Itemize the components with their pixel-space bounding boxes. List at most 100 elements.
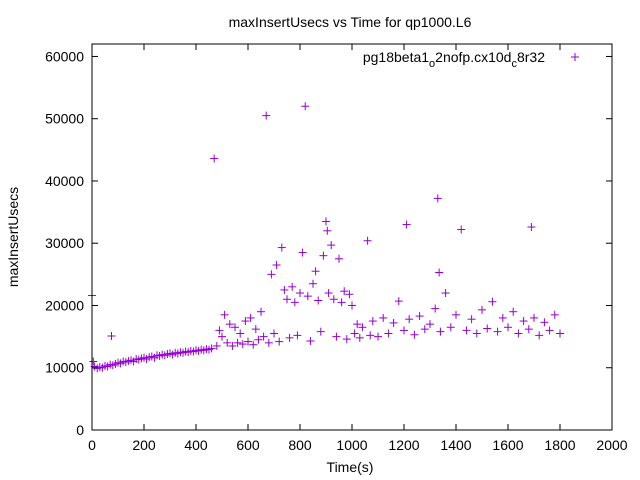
data-point <box>358 323 367 332</box>
data-point <box>550 310 559 319</box>
data-point <box>283 295 291 304</box>
data-point <box>332 332 341 341</box>
data-point <box>280 285 289 294</box>
data-point <box>319 251 328 260</box>
data-point <box>488 297 497 306</box>
legend-marker-plus <box>571 53 579 61</box>
data-point <box>431 304 440 313</box>
data-point <box>249 340 258 349</box>
x-tick-label: 1000 <box>336 437 367 453</box>
data-point <box>329 295 338 304</box>
x-tick-label: 400 <box>184 437 208 453</box>
data-point <box>452 310 460 319</box>
y-tick-label: 60000 <box>45 48 84 64</box>
data-point <box>335 254 343 263</box>
data-point <box>272 261 281 270</box>
y-tick-label: 30000 <box>45 235 84 251</box>
x-tick-label: 1400 <box>440 437 471 453</box>
data-point <box>353 320 362 329</box>
data-point <box>225 320 234 329</box>
x-axis-label: Time(s) <box>327 459 374 475</box>
data-point <box>420 325 429 334</box>
data-point <box>306 336 315 345</box>
data-point <box>277 243 286 252</box>
data-point <box>467 315 476 324</box>
data-point <box>340 287 349 296</box>
data-point <box>298 248 307 257</box>
data-point <box>296 289 304 298</box>
x-tick-label: 2000 <box>596 437 627 453</box>
data-point <box>366 331 375 340</box>
data-point <box>241 317 250 326</box>
data-point <box>218 332 226 341</box>
data-point <box>207 344 216 353</box>
data-point <box>293 331 302 340</box>
data-point <box>257 307 265 316</box>
data-point <box>322 217 330 226</box>
data-point <box>556 329 564 338</box>
data-point <box>254 335 263 344</box>
data-point <box>493 327 502 336</box>
data-point <box>410 330 419 339</box>
data-point <box>524 325 533 334</box>
x-tick-label: 800 <box>288 437 312 453</box>
data-point <box>107 331 116 340</box>
scatter-points <box>88 102 564 373</box>
legend-marker <box>571 53 579 61</box>
x-tick-label: 600 <box>236 437 260 453</box>
data-point <box>244 337 252 346</box>
data-point <box>251 325 260 334</box>
data-point <box>426 320 434 329</box>
data-point <box>348 301 356 310</box>
data-point <box>540 318 549 327</box>
data-point <box>220 310 229 319</box>
x-axis: 0 200 400 600 800 1000 1200 1400 1600 1800 2000 <box>88 44 628 453</box>
data-point <box>264 338 273 347</box>
data-point <box>324 289 333 298</box>
y-tick-label: 20000 <box>45 297 84 313</box>
data-point <box>530 313 538 322</box>
x-tick-label: 0 <box>88 437 96 453</box>
x-tick-label: 1800 <box>544 437 575 453</box>
data-point <box>389 318 398 327</box>
legend-label: pg18beta1o2nofp.cx10dc8r32 <box>363 49 545 70</box>
data-point <box>384 329 393 338</box>
data-point <box>394 297 403 306</box>
data-point <box>374 332 382 341</box>
data-point <box>433 194 442 203</box>
data-point <box>327 241 336 250</box>
data-point <box>314 296 323 305</box>
data-point <box>270 329 278 338</box>
y-tick-label: 50000 <box>45 111 84 127</box>
data-point <box>498 313 507 322</box>
legend: pg18beta1o2nofp.cx10dc8r32 <box>363 49 579 70</box>
data-point <box>246 313 255 322</box>
data-point <box>405 315 414 324</box>
x-tick-label: 1600 <box>492 437 523 453</box>
plot-frame <box>91 43 613 431</box>
chart-title: maxInsertUsecs vs Time for qp1000.L6 <box>229 14 472 30</box>
y-tick-label: 40000 <box>45 173 84 189</box>
data-point <box>301 102 310 111</box>
data-point <box>527 223 536 232</box>
data-point <box>288 282 297 291</box>
data-point <box>285 333 294 342</box>
data-point <box>355 333 364 342</box>
data-point <box>478 305 486 314</box>
data-point <box>535 331 544 340</box>
data-point <box>238 340 247 349</box>
data-point <box>267 270 276 279</box>
data-point <box>337 298 346 307</box>
data-point <box>311 267 320 276</box>
y-tick-label: 0 <box>76 422 84 438</box>
data-point <box>212 341 221 350</box>
x-tick-label: 200 <box>132 437 156 453</box>
data-point <box>89 357 98 366</box>
data-point <box>509 307 518 316</box>
data-point <box>323 226 332 235</box>
data-point <box>236 329 245 338</box>
data-point <box>316 327 325 336</box>
y-axis: 0 10000 20000 30000 40000 50000 60000 <box>45 48 612 438</box>
data-point <box>514 329 523 338</box>
